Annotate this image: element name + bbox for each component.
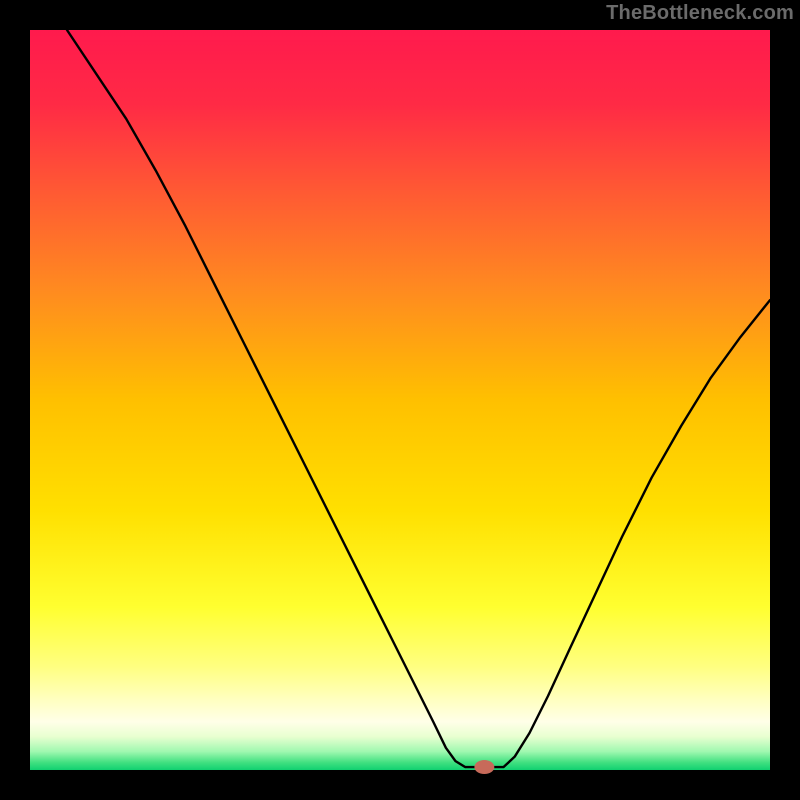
chart-svg — [0, 0, 800, 800]
optimal-point-marker — [474, 760, 494, 774]
chart-frame: TheBottleneck.com — [0, 0, 800, 800]
watermark-text: TheBottleneck.com — [606, 2, 794, 25]
chart-background-gradient — [30, 30, 770, 770]
